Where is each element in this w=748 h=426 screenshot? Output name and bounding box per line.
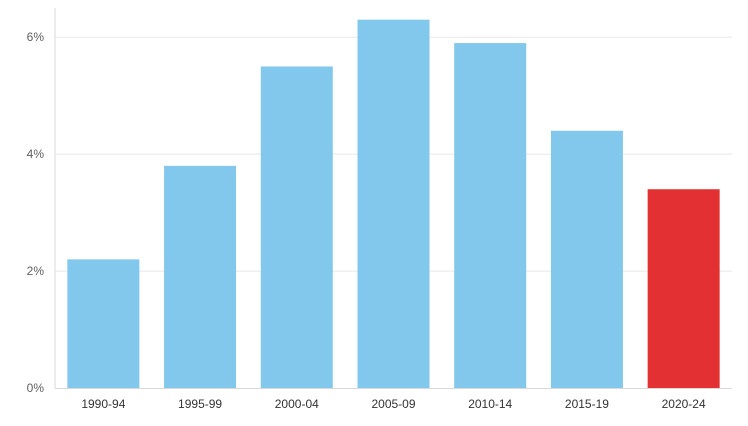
y-tick-label: 6%	[27, 30, 45, 44]
bar-2020-24	[647, 189, 720, 388]
y-tick-label: 4%	[27, 147, 45, 161]
bar-2010-14	[454, 43, 527, 388]
bar-2000-04	[260, 66, 333, 388]
axes-layer	[54, 8, 732, 389]
x-tick-label: 2010-14	[468, 397, 512, 411]
x-tick-label: 2020-24	[662, 397, 706, 411]
x-tick-label: 1990-94	[81, 397, 125, 411]
bars-layer	[67, 19, 720, 388]
bar-1995-99	[164, 165, 237, 388]
bar-2005-09	[357, 19, 430, 388]
bar-1990-94	[67, 259, 140, 388]
x-tick-label: 1995-99	[178, 397, 222, 411]
bar-2015-19	[550, 130, 623, 388]
x-tick-label: 2015-19	[565, 397, 609, 411]
labels-layer: 0% 2% 4% 6% 1990-94 1995-99 2000-04 2005-09 2010…	[27, 30, 706, 411]
y-tick-label: 2%	[27, 264, 45, 278]
x-tick-label: 2000-04	[275, 397, 319, 411]
y-tick-label: 0%	[27, 381, 45, 395]
x-tick-label: 2005-09	[371, 397, 415, 411]
